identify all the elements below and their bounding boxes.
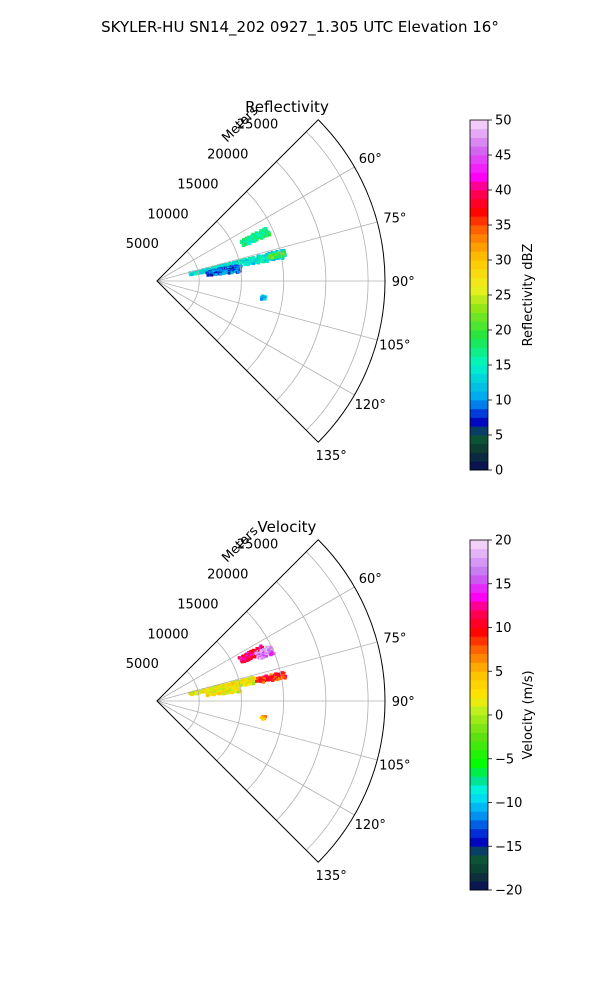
reflectivity-range-tick-label-3: 20000 — [207, 148, 248, 163]
reflectivity-colorbar-tick-label-7: 35 — [495, 219, 512, 234]
velocity-colorbar-tick-label-7: 15 — [495, 577, 512, 592]
reflectivity-colorbar-tick-label-10: 50 — [495, 114, 512, 129]
reflectivity-panel: Reflectivity500010000150002000025000Mete… — [126, 98, 536, 479]
figure-title: SKYLER-HU SN14_202 0927_1.305 UTC Elevat… — [101, 18, 499, 37]
reflectivity-azimuth-tick-label-4: 120° — [355, 398, 386, 413]
velocity-azimuth-tick-label-5: 135° — [315, 869, 346, 884]
reflectivity-echo-cell-0 — [239, 227, 272, 248]
velocity-azimuth-tick-label-1: 75° — [383, 631, 406, 646]
reflectivity-sector-frame — [156, 119, 386, 443]
velocity-azimuth-tick-label-2: 90° — [392, 695, 415, 710]
velocity-range-tick-label-1: 10000 — [147, 627, 188, 642]
velocity-colorbar-tick-label-0: −20 — [495, 884, 522, 899]
velocity-colorbar-tick-label-3: −5 — [495, 752, 514, 767]
velocity-range-tick-label-3: 20000 — [207, 568, 248, 583]
reflectivity-colorbar-label: Reflectivity dBZ — [521, 244, 536, 347]
velocity-azimuth-spoke-1 — [156, 641, 378, 702]
velocity-colorbar-label: Velocity (m/s) — [521, 670, 536, 759]
velocity-azimuth-spoke-3 — [156, 700, 378, 761]
reflectivity-range-tick-label-2: 15000 — [177, 177, 218, 192]
velocity-colorbar-tick-label-8: 20 — [495, 534, 512, 549]
reflectivity-colorbar-tick-label-4: 20 — [495, 324, 512, 339]
reflectivity-azimuth-tick-label-0: 60° — [359, 152, 382, 167]
reflectivity-colorbar-tick-label-2: 10 — [495, 394, 512, 409]
reflectivity-colorbar-tick-label-8: 40 — [495, 184, 512, 199]
velocity-echo-cell-4 — [205, 683, 243, 697]
reflectivity-azimuth-spoke-1 — [156, 221, 378, 282]
reflectivity-title: Reflectivity — [245, 98, 329, 116]
reflectivity-colorbar-tick-label-9: 45 — [495, 149, 512, 164]
velocity-range-tick-label-4: 25000 — [237, 538, 278, 553]
reflectivity-echo-cell-4 — [259, 294, 267, 301]
velocity-echo-cell-5 — [259, 715, 268, 721]
reflectivity-range-tick-label-1: 10000 — [147, 207, 188, 222]
velocity-colorbar-tick-label-5: 5 — [495, 665, 503, 680]
reflectivity-echo-cell-3 — [205, 264, 242, 277]
velocity-colorbar-tick-label-6: 10 — [495, 621, 512, 636]
reflectivity-azimuth-spoke-3 — [156, 280, 378, 341]
reflectivity-range-tick-label-0: 5000 — [126, 237, 159, 252]
velocity-colorbar-tick-label-1: −15 — [495, 840, 522, 855]
reflectivity-azimuth-tick-label-3: 105° — [379, 339, 410, 354]
velocity-range-tick-label-2: 15000 — [177, 597, 218, 612]
velocity-echoes — [188, 644, 288, 721]
reflectivity-azimuth-spoke-4 — [156, 280, 355, 396]
velocity-title: Velocity — [258, 518, 317, 536]
reflectivity-azimuth-tick-label-2: 90° — [392, 275, 415, 290]
velocity-colorbar: −20 −15 −10 −5 0 5 10 15 20 Velocity (m/s) — [469, 534, 536, 899]
velocity-range-tick-label-0: 5000 — [126, 657, 159, 672]
velocity-echo-cell-1 — [254, 645, 276, 660]
velocity-azimuth-tick-label-0: 60° — [359, 572, 382, 587]
velocity-echo-cell-3 — [255, 671, 288, 684]
reflectivity-colorbar-tick-label-1: 5 — [495, 429, 503, 444]
reflectivity-azimuth-tick-label-5: 135° — [315, 449, 346, 464]
reflectivity-colorbar-tick-label-5: 25 — [495, 289, 512, 304]
velocity-azimuth-spoke-4 — [156, 700, 355, 816]
reflectivity-range-tick-label-4: 25000 — [237, 118, 278, 133]
reflectivity-echoes — [188, 227, 287, 301]
reflectivity-azimuth-spoke-0 — [156, 166, 355, 282]
velocity-azimuth-tick-label-4: 120° — [355, 818, 386, 833]
velocity-colorbar-tick-label-2: −10 — [495, 796, 522, 811]
reflectivity-colorbar: 0 5 10 15 20 25 30 35 40 45 50 Reflectivity dBZ — [469, 114, 536, 479]
velocity-panel: Velocity500010000150002000025000Meters60… — [126, 518, 536, 899]
reflectivity-colorbar-tick-label-3: 15 — [495, 359, 512, 374]
velocity-colorbar-tick-label-4: 0 — [495, 709, 503, 724]
reflectivity-colorbar-tick-label-0: 0 — [495, 464, 503, 479]
reflectivity-grid — [156, 131, 385, 443]
velocity-azimuth-tick-label-3: 105° — [379, 759, 410, 774]
reflectivity-azimuth-tick-label-1: 75° — [383, 211, 406, 226]
velocity-sector-frame — [156, 539, 386, 863]
velocity-azimuth-spoke-0 — [156, 586, 355, 702]
reflectivity-colorbar-tick-label-6: 30 — [495, 254, 512, 269]
